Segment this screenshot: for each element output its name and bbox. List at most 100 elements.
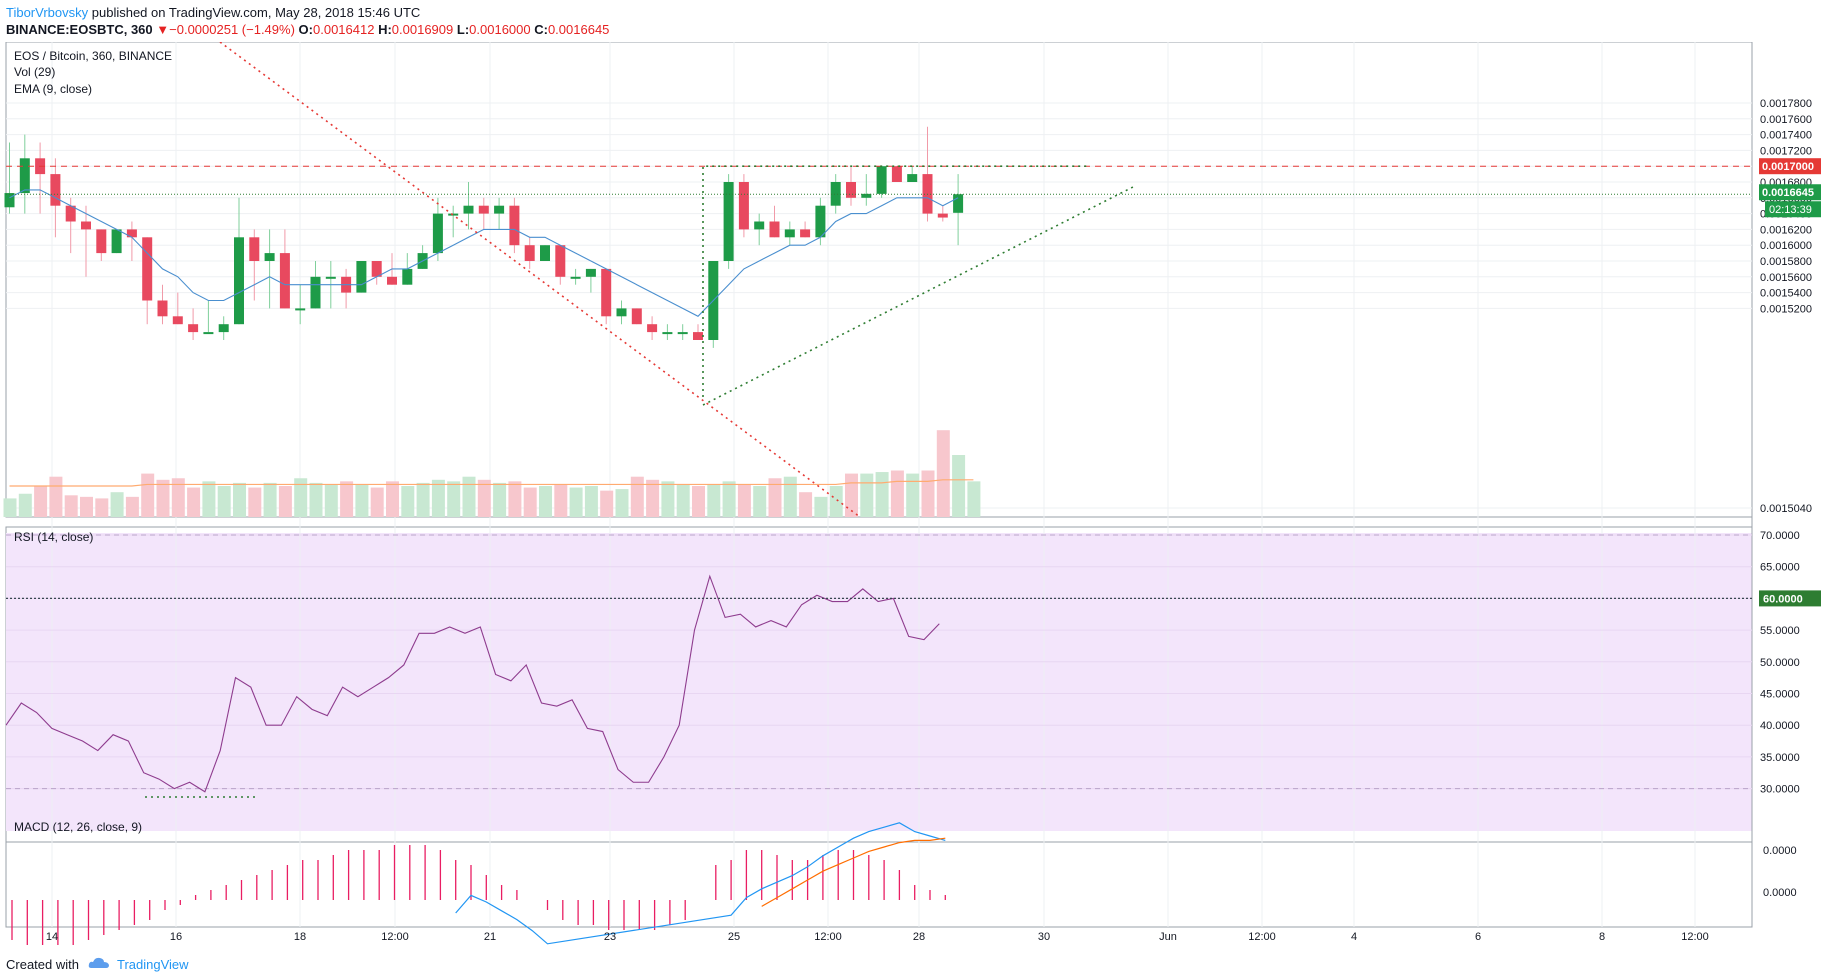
- triangle-lower: [702, 186, 1134, 406]
- volume-bar: [676, 484, 690, 517]
- price-title: EOS / Bitcoin, 360, BINANCE: [14, 49, 172, 63]
- candle-body: [157, 300, 168, 317]
- volume-bar: [829, 486, 843, 517]
- falling-trendline: [219, 42, 861, 518]
- volume-bar: [309, 482, 323, 517]
- time-tick-label: 18: [294, 931, 306, 943]
- volume-bar: [171, 478, 185, 517]
- volume-bar: [401, 486, 415, 517]
- macd-lines: [11, 822, 946, 945]
- candle-body: [524, 245, 535, 261]
- candle-body: [494, 205, 505, 214]
- ema-legend: EMA (9, close): [14, 82, 92, 96]
- volume-bar: [584, 486, 598, 517]
- candle-body: [111, 229, 122, 254]
- high-value: 0.0016909: [391, 22, 454, 37]
- volume-bar: [34, 486, 48, 517]
- volume-ma-line: [9, 479, 974, 487]
- price-tick-label: 0.0015600: [1760, 272, 1812, 284]
- candle-body: [585, 268, 596, 277]
- volume-bar: [95, 498, 109, 517]
- candle-body: [784, 229, 795, 238]
- time-tick-label: 12:00: [381, 931, 409, 943]
- rsi-tick-label: 40.0000: [1760, 720, 1800, 732]
- time-tick-label: 12:00: [1248, 931, 1276, 943]
- candle-body: [509, 205, 520, 246]
- rsi-tick-label: 30.0000: [1760, 784, 1800, 796]
- time-tick-label: 14: [46, 931, 58, 943]
- candle-body: [142, 237, 153, 301]
- candle-body: [4, 193, 15, 208]
- tradingview-link[interactable]: TradingView: [117, 957, 189, 972]
- volume-bar: [630, 476, 644, 517]
- time-tick-label: 23: [604, 931, 616, 943]
- change-icon: ▼: [156, 22, 170, 37]
- volume-bar: [952, 455, 966, 517]
- volume-bar: [600, 490, 614, 517]
- candle-body: [126, 229, 137, 238]
- time-tick-label: 8: [1599, 931, 1605, 943]
- rsi-tick-label: 55.0000: [1760, 625, 1800, 637]
- candle-body: [65, 205, 76, 222]
- time-tick-label: 25: [728, 931, 740, 943]
- candle-body: [861, 193, 872, 198]
- triangle-upper: [702, 165, 1088, 397]
- price-tick-label: 0.0017200: [1760, 145, 1812, 157]
- volume-bar: [340, 481, 354, 517]
- ema-path: [9, 189, 959, 317]
- volume-bar: [646, 479, 660, 517]
- footer: Created with TradingView: [0, 950, 1824, 980]
- price-pane-frame: [5, 42, 1753, 518]
- time-tick-label: 4: [1351, 931, 1357, 943]
- author-link[interactable]: TiborVrbovsky: [6, 5, 89, 20]
- rsi-level-badge: [1759, 590, 1821, 607]
- candle-body: [846, 182, 856, 198]
- chart-header: TiborVrbovsky published on TradingView.c…: [0, 0, 1824, 42]
- volume-bars: [3, 430, 981, 517]
- candle-body: [631, 308, 642, 325]
- volume-bar: [508, 481, 522, 517]
- candle-body: [540, 245, 550, 261]
- signal-line: [761, 837, 946, 907]
- price-tick-label: 0.0016000: [1760, 240, 1812, 252]
- volume-bar: [64, 495, 78, 517]
- countdown-label: 02:13:39: [1769, 204, 1812, 216]
- volume-bar: [125, 496, 139, 517]
- candle-body: [325, 276, 336, 279]
- volume-bar: [493, 482, 507, 517]
- candle-body: [891, 166, 902, 182]
- rsi-title: RSI (14, close): [14, 530, 93, 544]
- volume-bar: [615, 489, 629, 517]
- candle-body: [463, 205, 474, 214]
- candle-body: [96, 229, 107, 254]
- volume-bar: [370, 487, 384, 517]
- price-tick-label: 0.0015200: [1760, 303, 1812, 315]
- price-tick-label: 0.0017400: [1760, 130, 1812, 142]
- volume-bar: [707, 484, 721, 517]
- volume-bar: [217, 486, 231, 517]
- high-label: H:: [378, 22, 392, 37]
- rsi-tick-label: 65.0000: [1760, 562, 1800, 574]
- macd-title: MACD (12, 26, close, 9): [14, 820, 142, 834]
- volume-bar: [523, 487, 537, 517]
- rsi-tick-label: 70.0000: [1760, 530, 1800, 542]
- candle-body: [815, 205, 826, 238]
- ohlc-line: BINANCE:EOSBTC, 360 ▼−0.0000251 (−1.49%)…: [6, 22, 609, 37]
- volume-bar: [967, 481, 981, 517]
- candle-body: [677, 332, 688, 335]
- time-tick-label: Jun: [1159, 931, 1177, 943]
- grid: [6, 42, 1752, 927]
- volume-bar: [768, 478, 782, 517]
- chart-canvas[interactable]: 0.0017800 0.0017600 0.0017400 0.0017200 0.00…: [0, 42, 1824, 950]
- volume-bar: [661, 481, 675, 517]
- volume-bar: [110, 492, 124, 517]
- volume-bar: [936, 430, 950, 517]
- volume-bar: [462, 476, 476, 517]
- rsi-level-label: 60.0000: [1763, 593, 1803, 605]
- candle-body: [371, 261, 382, 277]
- volume-bar: [890, 470, 904, 517]
- trend-drawings[interactable]: [6, 42, 1752, 798]
- candle-body: [937, 213, 948, 218]
- volume-bar: [156, 479, 170, 517]
- volume-bar: [860, 473, 874, 517]
